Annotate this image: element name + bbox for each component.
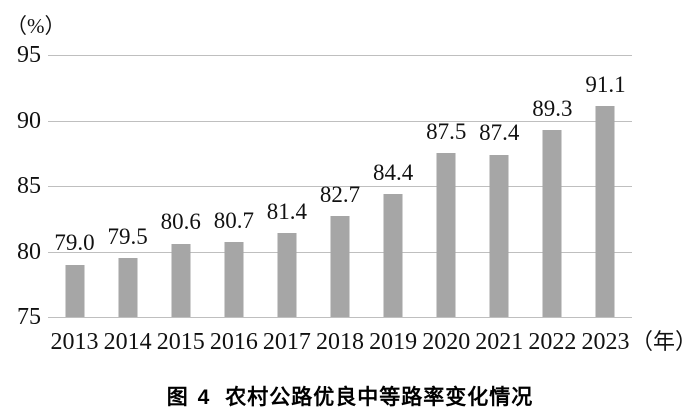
- bar-2017: [277, 233, 297, 317]
- y-tick-label-85: 85: [17, 173, 41, 199]
- gridline-90: [48, 120, 632, 122]
- bar-value-label-2019: 84.4: [372, 159, 414, 185]
- bar-2013: [65, 264, 85, 317]
- bar-value-label-2015: 80.6: [160, 209, 201, 235]
- x-tick-label-2016: 2016: [209, 329, 258, 355]
- bar-2020: [436, 153, 456, 317]
- bar-value-label-2014: 79.5: [107, 223, 148, 249]
- bar-value-label-2021: 87.4: [479, 120, 520, 146]
- x-tick-label-2023: 2023: [581, 329, 630, 355]
- x-tick-label-2015: 2015: [156, 329, 205, 355]
- x-tick-label-2013: 2013: [50, 329, 99, 355]
- bar-2016: [224, 242, 244, 317]
- x-tick-label-2018: 2018: [316, 329, 365, 355]
- bar-group-2017: 81.4: [260, 55, 313, 317]
- bar-group-2014: 79.5: [101, 55, 154, 317]
- gridline-85: [48, 186, 632, 187]
- bar-2022: [542, 129, 562, 317]
- x-tick-label-2017: 2017: [262, 329, 311, 355]
- bar-value-label-2018: 82.7: [319, 181, 361, 207]
- bar-value-label-2016: 80.7: [213, 208, 254, 234]
- bar-value-label-2023: 91.1: [585, 71, 626, 97]
- bar-group-2016: 80.7: [207, 55, 260, 317]
- bar-group-2019: 84.4: [367, 55, 420, 317]
- bar-group-2013: 79.0: [48, 55, 101, 317]
- x-tick-label-2021: 2021: [475, 329, 524, 355]
- bar-2018: [330, 216, 350, 317]
- bar-group-2018: 82.7: [313, 55, 366, 317]
- bar-value-label-2017: 81.4: [266, 199, 308, 225]
- bar-2023: [595, 106, 615, 317]
- gridline-75: [48, 317, 632, 318]
- bar-series: 79.0 79.5 80.6 80.7 81.4 82.7 84.4 87.5 87.4 89.3…: [48, 55, 632, 317]
- x-tick-label-2020: 2020: [422, 329, 471, 355]
- gridline-95: [48, 55, 632, 56]
- y-axis-unit-label: （%）: [6, 14, 66, 38]
- bar-value-label-2020: 87.5: [426, 119, 467, 145]
- bar-2014: [118, 258, 138, 317]
- x-tick-label-2014: 2014: [103, 329, 152, 355]
- bar-value-label-2022: 89.3: [532, 95, 573, 121]
- y-tick-label-90: 90: [17, 107, 41, 134]
- bar-2015: [171, 243, 191, 317]
- plot-area: 95 90 85 80 75 79.0 79.5 80.6 80.7 81.4 82.7 84.4 8…: [17, 42, 632, 330]
- bar-group-2022: 89.3: [526, 55, 579, 317]
- bar-group-2020: 87.5: [420, 55, 473, 317]
- y-tick-label-75: 75: [17, 304, 41, 330]
- x-axis-unit-label: （年）: [631, 329, 698, 354]
- bar-group-2015: 80.6: [154, 55, 207, 317]
- x-axis-tick-labels: 2013 2014 2015 2016 2017 2018 2019 2020 2021 2022…: [48, 329, 632, 355]
- bar-group-2023: 91.1: [579, 55, 632, 317]
- figure-number: 图 4: [166, 386, 212, 409]
- bar-2019: [383, 193, 403, 317]
- bar-group-2021: 87.4: [473, 55, 526, 317]
- bar-value-label-2013: 79.0: [54, 230, 95, 256]
- x-tick-label-2022: 2022: [528, 329, 577, 355]
- y-tick-label-95: 95: [17, 42, 41, 68]
- figure-caption: 图 4 农村公路优良中等路率变化情况: [0, 381, 700, 411]
- y-tick-label-80: 80: [17, 238, 41, 265]
- bar-2021: [489, 154, 509, 317]
- x-tick-label-2019: 2019: [369, 329, 418, 355]
- figure-title: 农村公路优良中等路率变化情况: [225, 386, 534, 409]
